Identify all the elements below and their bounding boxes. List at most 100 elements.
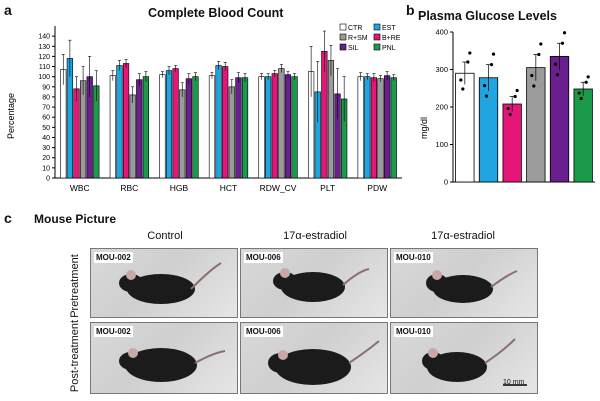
- data-point: [508, 112, 512, 117]
- bar: [165, 70, 173, 179]
- y-tick-label: 140: [38, 34, 50, 41]
- data-point: [466, 60, 470, 64]
- data-point: [562, 31, 567, 35]
- legend-label: R+SM: [348, 35, 368, 42]
- x-tick-label: PLT: [320, 183, 335, 193]
- data-point: [506, 106, 510, 111]
- bar: [384, 75, 391, 179]
- panel-c-letter: c: [4, 210, 12, 226]
- x-tick-label: HCT: [220, 183, 237, 193]
- mouse-id-label: MOU-010: [394, 252, 433, 263]
- cbc-chart-title: Complete Blood Count: [148, 6, 284, 20]
- mouse-picture-title: Mouse Picture: [34, 212, 117, 226]
- mouse-photo: MOU-010 10 mm: [390, 322, 538, 394]
- bar-sil: [549, 55, 570, 183]
- bar: [192, 76, 199, 179]
- data-point: [484, 94, 489, 98]
- y-tick-label: 110: [39, 64, 50, 71]
- y-tick-label: 0: [444, 178, 448, 187]
- mouse-id-label: MOU-002: [94, 252, 133, 263]
- bar: [278, 68, 285, 179]
- bar: [185, 78, 192, 179]
- bar: [228, 86, 235, 179]
- mouse-photo: MOU-010: [390, 248, 538, 318]
- mouse-photo: MOU-002: [90, 322, 238, 394]
- y-tick-label: 200: [435, 103, 448, 112]
- glucose-chart-title: Plasma Glucose Levels: [418, 9, 557, 23]
- legend-swatch: [373, 23, 381, 31]
- legend-swatch: [339, 43, 347, 51]
- cbc-chart: Percentage 0 10 20 30 40 50 60 70 80 90 100 110 120 1…: [6, 23, 402, 193]
- y-tick-label: 130: [38, 44, 50, 51]
- glucose-chart: mg/dl 0 100 200 300 400: [419, 28, 595, 187]
- data-point: [482, 84, 487, 88]
- bar: [364, 76, 371, 179]
- y-tick-label: 20: [42, 155, 50, 162]
- x-tick-label: PDW: [367, 183, 387, 193]
- panel-b-letter: b: [406, 2, 415, 18]
- bar: [73, 88, 80, 179]
- bar: [265, 76, 272, 179]
- column-header-control: Control: [147, 230, 183, 242]
- data-point: [491, 52, 496, 56]
- y-tick-label: 10: [42, 165, 50, 172]
- bar: [172, 68, 179, 179]
- bar: [109, 75, 116, 179]
- mouse-id-label: MOU-006: [244, 326, 283, 337]
- mouse-photo: MOU-002: [90, 248, 238, 318]
- bar: [122, 63, 130, 179]
- bar: [370, 77, 378, 179]
- bar-pnl: [573, 88, 593, 183]
- legend-swatch: [339, 33, 347, 41]
- legend-swatch: [373, 33, 381, 41]
- data-point: [532, 84, 536, 88]
- y-tick-label: 90: [42, 84, 50, 91]
- bar: [377, 78, 384, 179]
- y-tick-label: 100: [435, 140, 448, 149]
- bar: [222, 66, 229, 179]
- data-point: [461, 87, 465, 91]
- bar: [136, 79, 143, 179]
- legend-label: PNL: [382, 45, 396, 52]
- mouse-id-label: MOU-006: [244, 252, 283, 263]
- mouse-id-label: MOU-002: [94, 326, 133, 337]
- bar: [291, 76, 298, 179]
- bar: [390, 77, 397, 179]
- data-point: [560, 41, 565, 45]
- x-tick-label: RBC: [120, 183, 138, 193]
- data-point: [513, 94, 517, 99]
- y-tick-label: 60: [42, 115, 50, 122]
- column-header-estradiol-2: 17α-estradiol: [431, 230, 495, 242]
- y-tick-label: 30: [42, 145, 50, 152]
- data-point: [530, 73, 534, 78]
- scale-bar-label: 10 mm: [503, 379, 525, 386]
- x-tick-label: WBC: [70, 183, 90, 193]
- y-tick-label: 80: [42, 94, 50, 101]
- legend-label: B+RE: [382, 35, 401, 42]
- data-point: [537, 52, 541, 57]
- data-point: [553, 62, 558, 66]
- data-point: [577, 91, 581, 95]
- mouse-id-label: MOU-010: [394, 326, 433, 337]
- data-point: [489, 63, 494, 67]
- legend-swatch: [339, 23, 347, 31]
- bar: [159, 74, 166, 179]
- bar: [357, 76, 364, 179]
- bar: [60, 69, 67, 179]
- data-point: [539, 42, 543, 46]
- bar: [327, 60, 335, 179]
- bar: [129, 94, 136, 179]
- bar: [271, 73, 278, 179]
- cbc-y-axis-label: Percentage: [6, 93, 16, 139]
- bar: [284, 74, 292, 179]
- data-point: [515, 88, 519, 93]
- x-tick-label: HGB: [170, 183, 189, 193]
- bar: [208, 75, 216, 179]
- y-tick-label: 120: [38, 54, 50, 61]
- bar-b-re: [502, 103, 522, 183]
- data-point: [579, 96, 583, 101]
- data-point: [468, 51, 472, 55]
- bar: [241, 77, 249, 179]
- bar-est: [478, 77, 499, 183]
- y-tick-label: 0: [46, 176, 50, 183]
